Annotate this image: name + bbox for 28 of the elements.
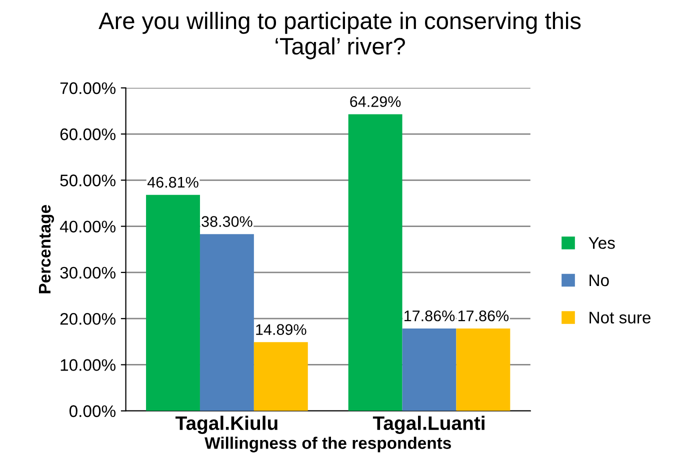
bar: [456, 328, 510, 411]
bar: [146, 194, 200, 411]
y-tick-label: 50.00%: [60, 174, 116, 186]
bar: [348, 114, 402, 411]
y-tick-label: 60.00%: [60, 128, 116, 140]
legend-label: No: [590, 274, 609, 286]
chart-title: Are you willing to participate in conserving this ‘Tagal’ river?: [98, 12, 581, 60]
bar: [200, 234, 254, 411]
x-tick-label: Tagal.Luanti: [372, 416, 484, 434]
x-tick-label: Tagal.Kiulu: [175, 416, 278, 434]
y-tick-label: 0.00%: [69, 405, 116, 418]
bar: [402, 328, 456, 411]
y-tick-label: 30.00%: [60, 266, 116, 279]
y-tick-label: 40.00%: [60, 220, 116, 233]
data-label: 64.29%: [350, 96, 401, 108]
y-tick-label: 20.00%: [60, 312, 116, 325]
y-tick-label: 70.00%: [60, 82, 116, 94]
y-axis-title: Percentage: [39, 205, 54, 294]
legend-label: Not sure: [590, 312, 650, 324]
data-label: 17.86%: [404, 310, 455, 322]
data-label: 14.89%: [256, 324, 306, 335]
data-label: 46.81%: [147, 176, 198, 188]
legend-label: Yes: [588, 237, 615, 249]
bar: [254, 342, 308, 411]
data-label: 17.86%: [458, 310, 509, 322]
y-tick-label: 10.00%: [60, 359, 116, 371]
data-label: 38.30%: [202, 216, 252, 227]
x-axis-title: Willingness of the respondents: [204, 436, 451, 452]
